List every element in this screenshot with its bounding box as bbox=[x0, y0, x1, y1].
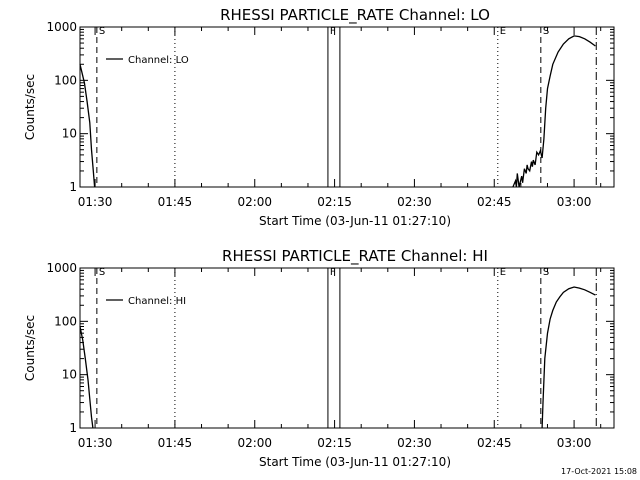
y-tick-label: 10 bbox=[62, 127, 77, 141]
y-tick-label: 1000 bbox=[46, 261, 77, 275]
flag-label: F bbox=[330, 26, 336, 37]
chart-panel-lo: RHESSI PARTICLE_RATE Channel: LO Counts/s… bbox=[23, 6, 615, 228]
chart-title-lo: RHESSI PARTICLE_RATE Channel: LO bbox=[220, 6, 490, 25]
y-tick-label: 1000 bbox=[46, 20, 77, 34]
plot-frame-hi bbox=[79, 267, 615, 429]
y-tick-label: 1 bbox=[69, 180, 77, 194]
x-tick-label: 02:30 bbox=[397, 436, 432, 450]
x-tick-label: 01:45 bbox=[158, 195, 193, 209]
x-tick-label: 01:45 bbox=[158, 436, 193, 450]
x-tick-label: 02:15 bbox=[317, 436, 352, 450]
x-tick-label: 02:00 bbox=[237, 436, 272, 450]
flag-label: S bbox=[99, 267, 105, 278]
x-tick-label: 01:30 bbox=[78, 195, 113, 209]
legend-label: Channel: LO bbox=[128, 55, 189, 66]
plot-frame-lo bbox=[79, 26, 615, 188]
flag-label: F bbox=[330, 267, 336, 278]
legend-label: Channel: HI bbox=[128, 296, 186, 307]
x-tick-label: 02:45 bbox=[477, 436, 512, 450]
chart-panel-hi: RHESSI PARTICLE_RATE Channel: HI Counts/s… bbox=[23, 247, 615, 469]
x-axis-label-hi: Start Time (03-Jun-11 01:27:10) bbox=[259, 455, 451, 469]
x-tick-label: 01:30 bbox=[78, 436, 113, 450]
x-tick-label: 03:00 bbox=[557, 436, 592, 450]
x-tick-label: 03:00 bbox=[557, 195, 592, 209]
flag-label: S bbox=[543, 267, 549, 278]
y-tick-label: 10 bbox=[62, 368, 77, 382]
flag-label: E bbox=[500, 26, 506, 37]
chart-title-hi: RHESSI PARTICLE_RATE Channel: HI bbox=[222, 247, 488, 266]
y-tick-label: 1 bbox=[69, 421, 77, 435]
x-tick-label: 02:45 bbox=[477, 195, 512, 209]
flag-label: S bbox=[543, 26, 549, 37]
x-tick-label: 02:00 bbox=[237, 195, 272, 209]
y-axis-label-lo: Counts/sec bbox=[23, 74, 37, 140]
y-tick-label: 100 bbox=[54, 73, 77, 87]
y-axis-label-hi: Counts/sec bbox=[23, 315, 37, 381]
flag-label: E bbox=[500, 267, 506, 278]
x-axis-label-lo: Start Time (03-Jun-11 01:27:10) bbox=[259, 214, 451, 228]
x-tick-label: 02:30 bbox=[397, 195, 432, 209]
y-tick-label: 100 bbox=[54, 314, 77, 328]
data-line-lo bbox=[79, 64, 96, 188]
x-tick-label: 02:15 bbox=[317, 195, 352, 209]
data-line-hi bbox=[541, 286, 596, 429]
flag-label: S bbox=[99, 26, 105, 37]
data-line-hi bbox=[79, 326, 94, 429]
data-line-lo bbox=[512, 35, 596, 188]
plot-timestamp: 17-Oct-2021 15:08 bbox=[561, 467, 637, 476]
